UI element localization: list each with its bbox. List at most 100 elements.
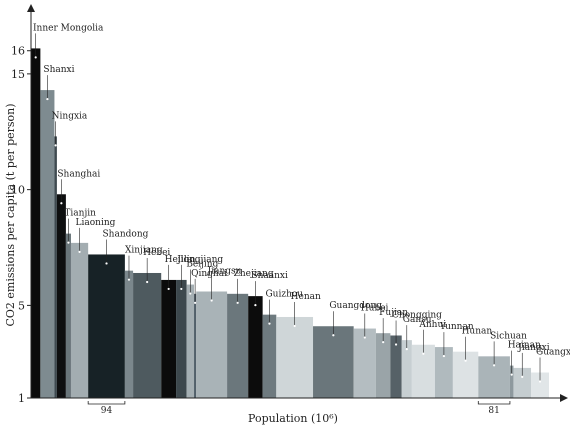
bar-heilongjiang [161,279,177,398]
bar-qinghai [194,293,197,398]
marker-dot-hebei [146,280,149,284]
labels-group: Inner Mongolia Shanxi Ningxia Shanghai Tianj… [33,23,570,383]
y-tick-label-15: 15 [11,68,25,81]
bar-inner-mongolia [31,48,41,398]
region-label-sichuan: Sichuan [490,331,527,341]
bars-group [31,48,549,398]
region-label-jiangsu: Jiangsu [207,267,242,277]
region-label-fujian: Fujian [379,308,408,318]
marker-dot-gansu [405,348,408,351]
bar-henan [276,316,314,398]
marker-dot-heilongjiang [167,287,170,291]
region-label-heilongjiang: Heilongjiang [165,255,224,265]
marker-dot-yunnan [442,354,446,358]
bar-liaoning [70,242,89,398]
region-label-beijing: Beijing [186,260,218,270]
region-label-ningxia: Ningxia [52,111,88,121]
bar-shaanxi [248,296,263,398]
width-annotations-group: 94 81 [87,401,511,416]
marker-dot-tianjin [67,241,70,244]
region-label-shanghai: Shanghai [57,169,100,179]
marker-dot-qinghai [194,301,197,304]
marker-dot-zhejiang [236,301,239,304]
bar-hainan [509,365,514,398]
y-tick-label-5: 5 [18,299,25,312]
bar-shanghai [56,194,66,398]
bar-jiangsu [196,291,228,398]
marker-dot-hunan [464,359,467,362]
region-label-guizhou: Guizhou [265,290,303,300]
region-label-shaanxi: Shaanxi [251,271,288,281]
bar-yunnan [434,347,453,398]
bar-hubei [353,328,376,398]
bar-zhejiang [227,293,249,398]
marker-dot-inner-mongolia [34,56,37,59]
bar-guangdong [313,326,354,398]
marker-dot-shanxi [46,97,49,101]
width-label-sichuan: 81 [488,406,499,416]
bar-hebei [133,272,162,398]
region-label-hunan: Hunan [462,327,493,337]
width-bracket-sichuan [477,401,511,405]
bar-shanxi [40,90,55,398]
marker-dot-ningxia [54,144,57,147]
marker-dot-sichuan [493,364,496,367]
marker-dot-jilin [180,287,183,291]
marker-dot-henan [293,324,296,328]
region-label-qinghai: Qinghai [191,269,227,279]
marker-dot-shanghai [60,202,63,205]
region-label-hainan: Hainan [508,341,541,351]
bar-shandong [88,254,125,398]
bar-beijing [186,284,195,398]
marker-dot-guangdong [332,334,335,337]
region-label-shandong: Shandong [103,229,149,239]
region-label-jilin: Jilin [176,255,195,265]
marker-dot-beijing [189,292,192,295]
y-tick-label-1: 1 [18,392,25,405]
bar-xinjiang [124,270,134,398]
y-tick-label-16: 16 [11,45,25,58]
bar-jilin [176,279,187,398]
marker-dot-liaoning [78,250,81,253]
marker-dot-chongqing [394,343,398,346]
region-label-xinjiang: Xinjiang [125,246,163,256]
region-label-jiangxi: Jiangxi [517,343,549,353]
bar-guangxi [531,372,549,398]
region-label-anhui: Anhui [418,320,446,330]
marker-dot-anhui [422,352,425,355]
bar-chongqing [390,335,402,398]
bar-jiangxi [513,367,532,398]
region-label-inner-mongolia: Inner Mongolia [33,23,104,33]
marker-dot-fujian [382,341,385,344]
bar-fujian [375,333,391,398]
region-label-chongqing: Chongqing [392,310,442,320]
region-label-hubei: Hubei [361,304,389,314]
bar-gansu [401,340,412,398]
y-tick-label-10: 10 [11,184,25,197]
x-axis-label: Population (10⁶) [248,412,338,425]
marker-dot-hainan [510,373,513,376]
marker-dot-guizhou [268,322,271,325]
bar-guizhou [262,314,277,398]
region-label-gansu: Gansu [403,315,432,325]
region-label-guangxi: Guangxi [536,348,570,358]
width-label-shandong: 94 [101,406,113,416]
region-label-guangdong: Guangdong [329,301,382,311]
marker-dot-xinjiang [127,278,131,281]
bar-tianjin [65,233,71,398]
marker-dot-shandong [105,262,108,265]
bar-anhui [411,344,435,398]
y-axis-label: CO2 emissions per capita (t per person) [4,103,17,326]
width-bracket-shandong [87,401,126,405]
marker-dot-guangxi [538,380,542,383]
bar-ningxia [54,136,57,398]
region-label-tianjin: Tianjin [64,209,96,219]
region-label-shanxi: Shanxi [43,65,74,75]
marker-dot-jiangxi [521,375,524,378]
marker-dot-hubei [363,336,366,339]
marker-dot-shaanxi [254,304,257,307]
region-label-hebei: Hebei [143,248,170,258]
region-label-yunnan: Yunnan [439,322,474,332]
